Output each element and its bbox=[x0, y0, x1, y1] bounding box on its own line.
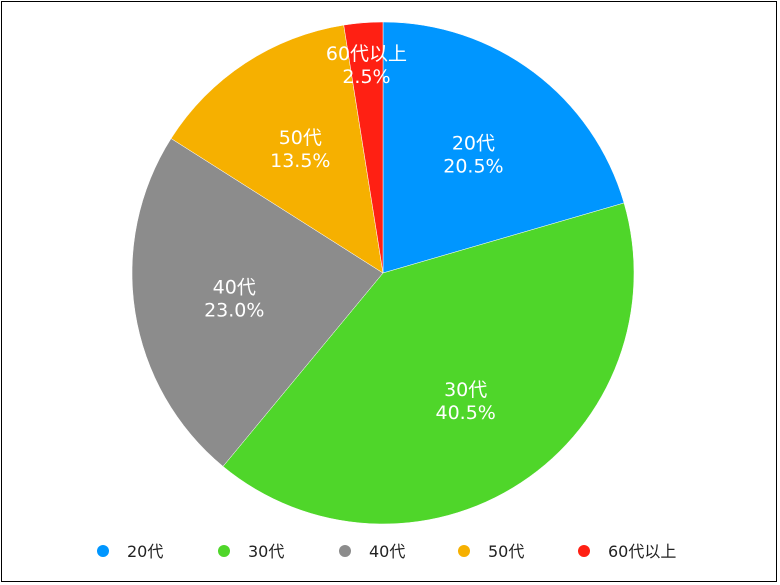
legend-marker bbox=[578, 545, 590, 557]
legend-marker bbox=[97, 545, 109, 557]
legend-marker bbox=[458, 545, 470, 557]
pie-slice-3 bbox=[131, 138, 384, 467]
slice-category-label: 60代以上 bbox=[326, 43, 407, 65]
pie-slice-1 bbox=[382, 21, 625, 274]
slice-percent-label: 40.5% bbox=[436, 402, 496, 424]
legend-marker bbox=[339, 545, 351, 557]
legend-marker bbox=[218, 545, 230, 557]
slice-category-label: 20代 bbox=[452, 133, 495, 155]
pie-slice-4 bbox=[170, 24, 384, 274]
slice-percent-label: 23.0% bbox=[204, 300, 264, 322]
slice-percent-label: 2.5% bbox=[342, 66, 390, 88]
pie-slice-5 bbox=[343, 21, 384, 274]
slice-percent-label: 13.5% bbox=[270, 150, 330, 172]
slice-category-label: 50代 bbox=[279, 127, 322, 149]
legend-label: 60代以上 bbox=[608, 542, 676, 561]
slice-category-label: 40代 bbox=[213, 277, 256, 299]
legend-label: 30代 bbox=[248, 542, 284, 561]
legend-label: 40代 bbox=[369, 542, 405, 561]
legend-label: 20代 bbox=[127, 542, 163, 561]
pie-slice-2 bbox=[222, 202, 635, 525]
slice-percent-label: 20.5% bbox=[443, 156, 503, 178]
slice-category-label: 30代 bbox=[444, 379, 487, 401]
legend-label: 50代 bbox=[488, 542, 524, 561]
